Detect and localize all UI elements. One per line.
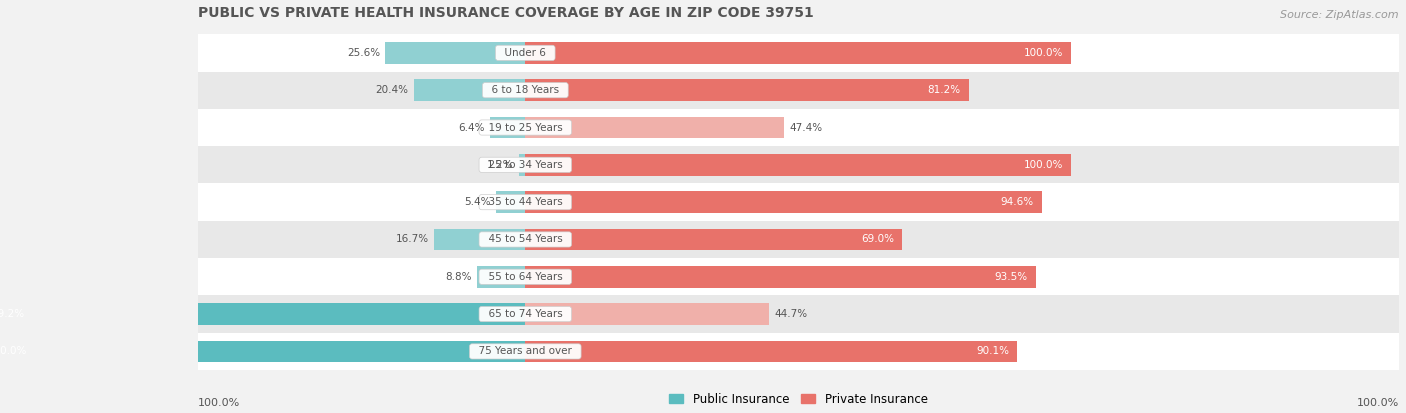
Text: 100.0%: 100.0% bbox=[0, 347, 27, 356]
Bar bbox=[526, 191, 1042, 213]
Text: 6.4%: 6.4% bbox=[458, 123, 485, 133]
Bar bbox=[477, 266, 526, 287]
Text: Source: ZipAtlas.com: Source: ZipAtlas.com bbox=[1281, 10, 1399, 20]
Text: 44.7%: 44.7% bbox=[775, 309, 808, 319]
Text: 69.0%: 69.0% bbox=[860, 235, 894, 244]
Bar bbox=[198, 146, 1399, 183]
Bar bbox=[526, 117, 785, 138]
Bar bbox=[519, 154, 526, 176]
Text: 75 Years and over: 75 Years and over bbox=[472, 347, 578, 356]
Text: 81.2%: 81.2% bbox=[928, 85, 960, 95]
Text: 8.8%: 8.8% bbox=[446, 272, 472, 282]
Bar bbox=[491, 117, 526, 138]
Text: 20.4%: 20.4% bbox=[375, 85, 408, 95]
Text: 5.4%: 5.4% bbox=[464, 197, 491, 207]
Bar bbox=[526, 79, 969, 101]
Text: 100.0%: 100.0% bbox=[1024, 160, 1063, 170]
Bar bbox=[413, 79, 526, 101]
Text: 94.6%: 94.6% bbox=[1001, 197, 1033, 207]
Text: 100.0%: 100.0% bbox=[198, 398, 240, 408]
Bar bbox=[526, 42, 1071, 64]
Bar bbox=[526, 154, 1071, 176]
Bar bbox=[198, 258, 1399, 295]
Text: 45 to 54 Years: 45 to 54 Years bbox=[482, 235, 569, 244]
Legend: Public Insurance, Private Insurance: Public Insurance, Private Insurance bbox=[669, 393, 928, 406]
Text: 100.0%: 100.0% bbox=[1024, 48, 1063, 58]
Text: 25 to 34 Years: 25 to 34 Years bbox=[482, 160, 569, 170]
Bar bbox=[198, 109, 1399, 146]
Bar bbox=[434, 229, 526, 250]
Text: 99.2%: 99.2% bbox=[0, 309, 25, 319]
Bar bbox=[198, 71, 1399, 109]
Bar bbox=[198, 183, 1399, 221]
Text: 1.2%: 1.2% bbox=[486, 160, 513, 170]
Text: PUBLIC VS PRIVATE HEALTH INSURANCE COVERAGE BY AGE IN ZIP CODE 39751: PUBLIC VS PRIVATE HEALTH INSURANCE COVER… bbox=[198, 6, 814, 20]
Text: 25.6%: 25.6% bbox=[347, 48, 380, 58]
Text: 65 to 74 Years: 65 to 74 Years bbox=[482, 309, 569, 319]
Bar bbox=[198, 34, 1399, 71]
Text: 55 to 64 Years: 55 to 64 Years bbox=[482, 272, 569, 282]
Bar bbox=[0, 303, 526, 325]
Bar bbox=[496, 191, 526, 213]
Bar bbox=[526, 341, 1018, 362]
Bar bbox=[198, 221, 1399, 258]
Text: 35 to 44 Years: 35 to 44 Years bbox=[482, 197, 569, 207]
Bar bbox=[198, 333, 1399, 370]
Text: 93.5%: 93.5% bbox=[994, 272, 1028, 282]
Bar bbox=[198, 295, 1399, 333]
Text: 16.7%: 16.7% bbox=[395, 235, 429, 244]
Bar bbox=[526, 266, 1036, 287]
Text: Under 6: Under 6 bbox=[498, 48, 553, 58]
Text: 47.4%: 47.4% bbox=[790, 123, 823, 133]
Bar bbox=[526, 303, 769, 325]
Text: 90.1%: 90.1% bbox=[976, 347, 1010, 356]
Text: 19 to 25 Years: 19 to 25 Years bbox=[482, 123, 569, 133]
Bar bbox=[385, 42, 526, 64]
Text: 6 to 18 Years: 6 to 18 Years bbox=[485, 85, 565, 95]
Text: 100.0%: 100.0% bbox=[1357, 398, 1399, 408]
Bar bbox=[0, 341, 526, 362]
Bar bbox=[526, 229, 903, 250]
